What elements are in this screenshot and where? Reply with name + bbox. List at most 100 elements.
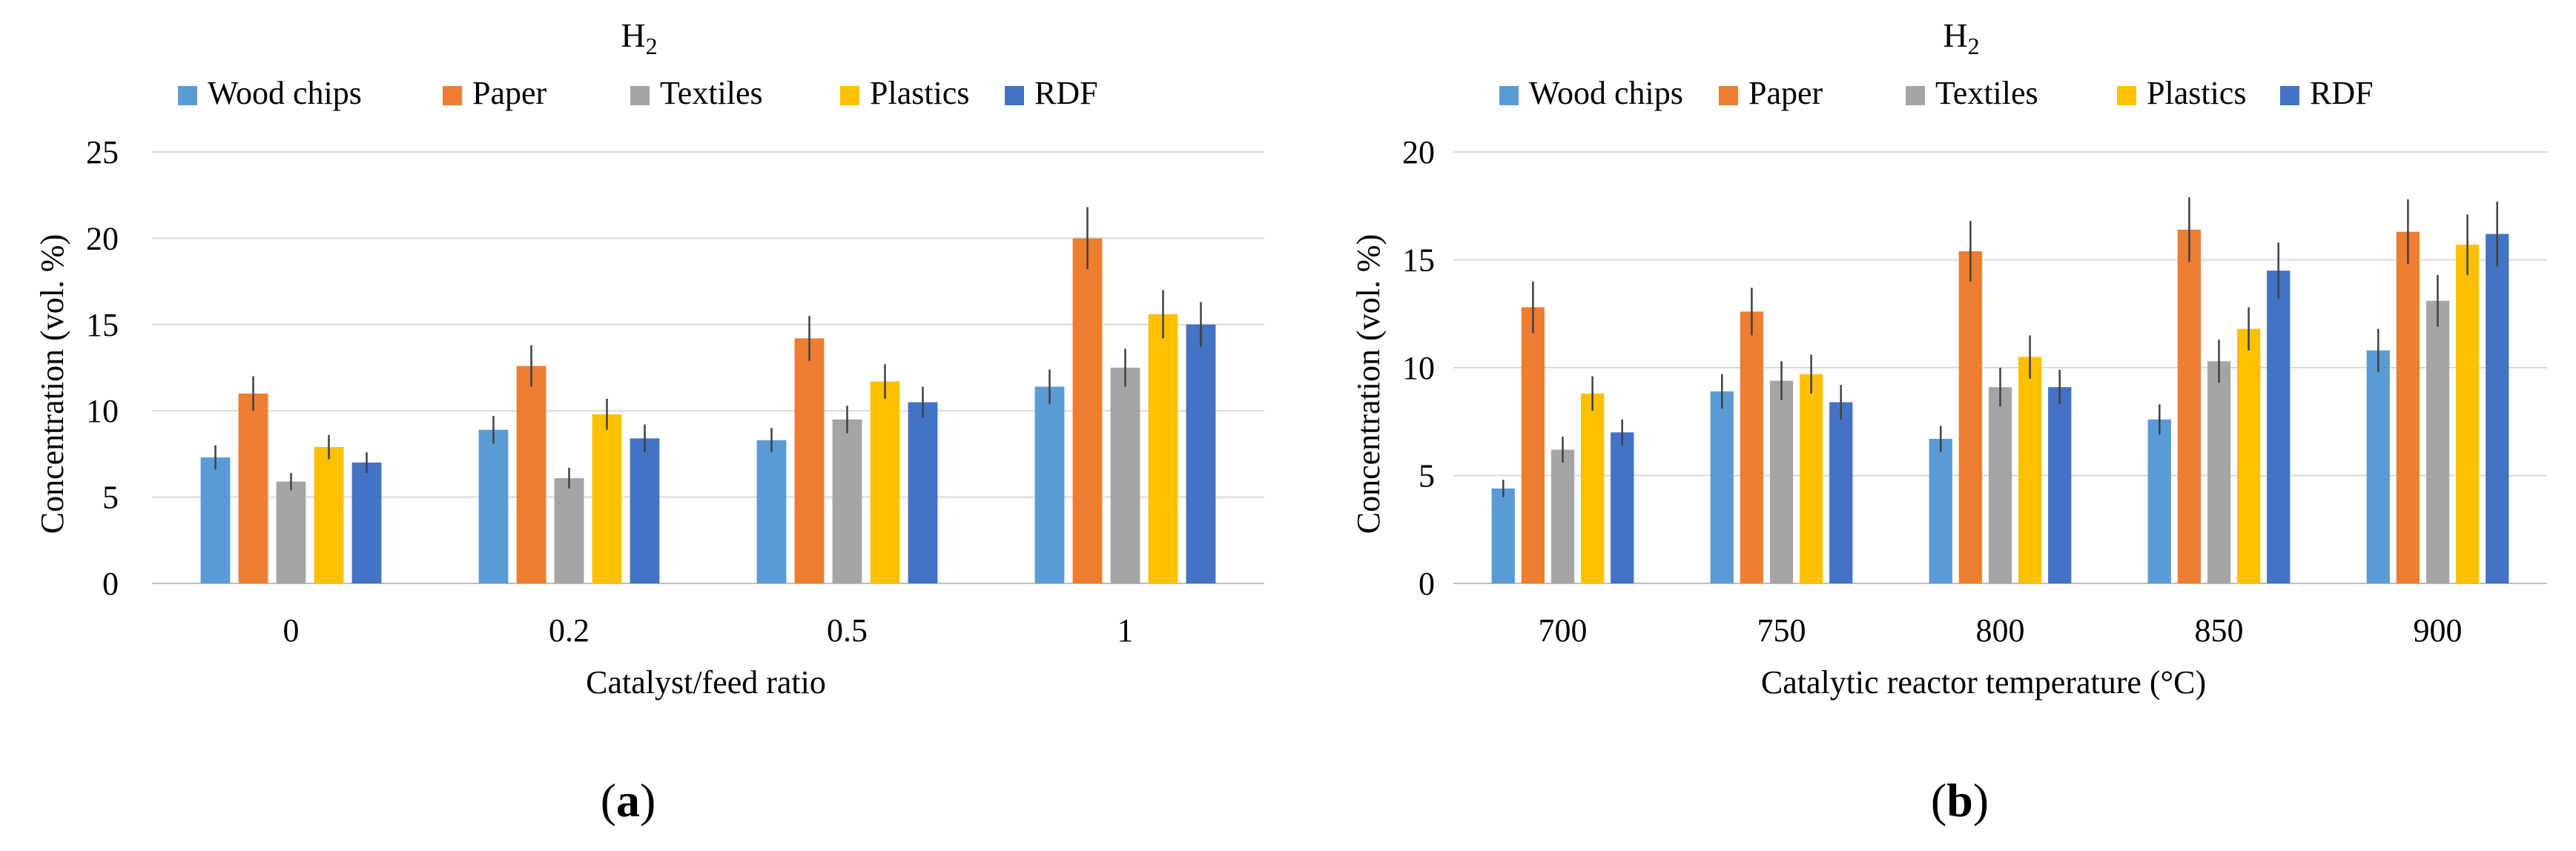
chart-b-x-tick-label: 900 [2414, 612, 2463, 649]
chart-b-x-axis-label: Catalytic reactor temperature (°C) [1761, 664, 2206, 701]
chart-b-x-tick-label: 800 [1976, 612, 2025, 649]
chart-a-bar [756, 440, 787, 583]
chart-b-y-tick-label: 0 [1419, 566, 1435, 602]
chart-a-legend-swatch [1005, 86, 1024, 105]
chart-a-bar [351, 463, 382, 583]
chart-a-x-tick-label: 1 [1117, 612, 1134, 649]
chart-a-panel-letter: a [616, 774, 640, 827]
chart-b-bar [1550, 449, 1575, 583]
chart-b-bar [2425, 300, 2450, 583]
chart-b-legend-swatch [2117, 86, 2136, 105]
chart-b-bar [2456, 245, 2480, 583]
chart-a-bar [1072, 238, 1103, 583]
chart-a-bar [238, 393, 268, 583]
chart-a-legend-swatch [630, 86, 650, 105]
chart-b-y-tick-label: 15 [1402, 242, 1435, 279]
chart-b-x-tick-label: 700 [1539, 612, 1588, 649]
chart-a-bar [870, 381, 900, 583]
chart-b-bar [1491, 489, 1515, 583]
chart-b-bar [2207, 361, 2231, 583]
chart-b-title-main: H [1943, 16, 1967, 54]
chart-a-bar [1110, 368, 1140, 583]
chart-a-bar [630, 438, 660, 583]
chart-a-panel-label: (a) [601, 774, 656, 827]
chart-a-y-tick-label: 20 [86, 220, 119, 256]
chart-b-legend-label: Paper [1748, 75, 1823, 111]
chart-b-bar [1521, 307, 1545, 583]
chart-a-y-tick-label: 5 [102, 480, 119, 516]
chart-b-bar [2237, 328, 2261, 583]
chart-b-bar [1740, 311, 1763, 583]
chart-a-x-axis-label: Catalyst/feed ratio [586, 664, 826, 701]
chart-a-legend-label: Wood chips [208, 75, 362, 111]
chart-a-legend-label: Paper [472, 75, 547, 111]
chart-a-bar [1148, 314, 1178, 583]
chart-a-y-ticks: 0 5 10 15 20 25 [86, 134, 119, 602]
chart-a-title: H2 [621, 16, 657, 59]
chart-b-legend-label: Plastics [2147, 75, 2246, 111]
chart-b-bar [2177, 229, 2201, 583]
chart-b-panel-label: (b) [1931, 774, 1989, 827]
chart-b-title: H2 [1943, 16, 1979, 59]
chart-a-title-subscript: 2 [646, 33, 658, 59]
chart-a-y-tick-label: 0 [102, 566, 119, 602]
chart-b-legend-swatch [2280, 86, 2299, 105]
chart-a-bar [200, 457, 231, 583]
chart-b-x-tick-label: 850 [2195, 612, 2244, 649]
chart-a-x-tick-label: 0.5 [827, 612, 868, 649]
chart-b-bar [2366, 350, 2390, 583]
chart-a-legend-label: RDF [1034, 75, 1098, 111]
chart-b-bar [2018, 357, 2042, 583]
chart-a-y-tick-label: 25 [86, 134, 119, 170]
chart-b-y-tick-label: 10 [1402, 350, 1435, 386]
chart-b-bar [2396, 231, 2420, 583]
chart-b-y-tick-label: 20 [1402, 134, 1435, 170]
chart-b-y-axis-label: Concentration (vol. %) [1350, 234, 1387, 534]
chart-a-legend-swatch [178, 86, 197, 105]
chart-b-bar [1581, 393, 1605, 583]
chart-a-x-tick-label: 0 [283, 612, 300, 649]
chart-a-legend-label: Plastics [870, 75, 969, 111]
chart-b-legend: Wood chips Paper Textiles Plastics RDF [1499, 75, 2374, 111]
chart-b-panel-letter: b [1946, 774, 1973, 827]
chart-b-bar [1829, 402, 1853, 583]
chart-b-y-ticks: 0 5 10 15 20 [1402, 134, 1435, 602]
chart-b-legend-swatch [1719, 86, 1738, 105]
chart-b-legend-swatch [1906, 86, 1925, 105]
chart-b-y-tick-label: 5 [1419, 458, 1435, 494]
chart-b-bar [2267, 271, 2291, 583]
chart-b-bar [1929, 439, 1952, 583]
chart-b-legend-swatch [1499, 86, 1519, 105]
chart-a-bar [516, 365, 546, 583]
chart-b-bar [1958, 251, 1982, 583]
chart-b-x-ticks: 700 750 800 850 900 [1539, 612, 2463, 649]
chart-b-legend-label: Wood chips [1529, 75, 1683, 111]
chart-a-bar [314, 447, 344, 583]
chart-a-bar [554, 478, 584, 583]
chart-b-x-tick-label: 750 [1757, 612, 1806, 649]
chart-a-bar [832, 419, 862, 583]
chart-b-bars [1491, 197, 2509, 583]
chart-a-legend-label: Textiles [660, 75, 763, 111]
chart-a-x-tick-label: 0.2 [549, 612, 589, 649]
chart-a-y-axis-label: Concentration (vol. %) [34, 234, 70, 534]
chart-b-bar [1611, 432, 1634, 583]
chart-b-title-subscript: 2 [1968, 33, 1980, 59]
chart-b-legend-label: RDF [2310, 75, 2374, 111]
chart-a-bar [908, 402, 938, 583]
chart-a-bar [794, 338, 825, 583]
chart-b-bar [2048, 387, 2072, 583]
chart-a-legend-swatch [840, 86, 859, 105]
chart-a-y-tick-label: 10 [86, 393, 119, 429]
chart-panel-a: H2 Wood chips Paper Textiles Plastics RDF 0 5… [34, 16, 1264, 827]
chart-a-bar [1186, 324, 1216, 583]
chart-b-bar [1800, 374, 1823, 583]
chart-a-bar [592, 414, 622, 583]
chart-a-title-main: H [621, 16, 645, 54]
chart-b-bar [1988, 387, 2012, 583]
chart-a-legend: Wood chips Paper Textiles Plastics RDF [178, 75, 1098, 111]
chart-b-bar [2147, 419, 2171, 583]
chart-a-x-ticks: 0 0.2 0.5 1 [283, 612, 1134, 649]
chart-b-bar [1769, 380, 1794, 583]
